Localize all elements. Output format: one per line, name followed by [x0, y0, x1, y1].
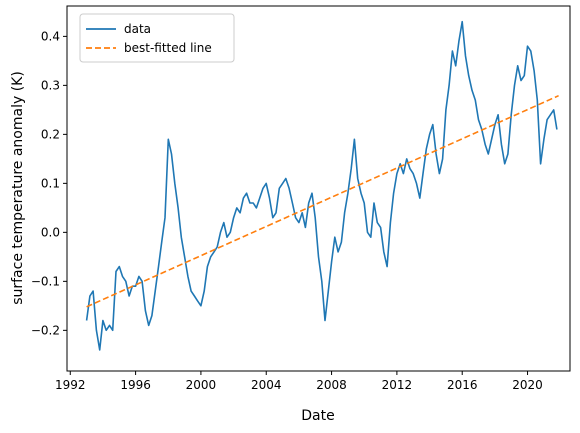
y-tick-label: −0.1: [31, 274, 60, 288]
y-axis-label: surface temperature anomaly (K): [10, 71, 26, 305]
series-layer: [85, 20, 559, 351]
x-ticks: 1992 1996 2000 2004 2008 2012 2016 2020: [55, 371, 543, 392]
x-tick-label: 1992: [55, 378, 86, 392]
y-tick-label: 0.3: [41, 78, 60, 92]
legend: data best-fitted line: [79, 13, 235, 63]
x-axis-label: Date: [301, 408, 334, 424]
x-tick-label: 1996: [120, 378, 151, 392]
x-tick-label: 2020: [512, 378, 543, 392]
x-tick-label: 2016: [447, 378, 478, 392]
y-tick-label: 0.0: [41, 225, 60, 239]
x-tick-label: 2008: [316, 378, 347, 392]
axes-frame: [66, 5, 571, 372]
y-tick-label: −0.2: [31, 323, 60, 337]
y-ticks: −0.2 −0.1 0.0 0.1 0.2 0.3 0.4: [31, 29, 67, 337]
y-tick-label: 0.1: [41, 176, 60, 190]
legend-label-data: data: [124, 22, 151, 36]
y-tick-label: 0.2: [41, 127, 60, 141]
x-tick-label: 2012: [382, 378, 413, 392]
series-line-best-fit: [86, 94, 559, 308]
x-tick-label: 2000: [186, 378, 217, 392]
plot-area: [66, 5, 571, 372]
legend-box: [79, 13, 235, 63]
legend-label-fit: best-fitted line: [124, 41, 212, 55]
x-tick-label: 2004: [251, 378, 282, 392]
y-tick-label: 0.4: [41, 29, 60, 43]
series-line-data: [85, 20, 558, 351]
